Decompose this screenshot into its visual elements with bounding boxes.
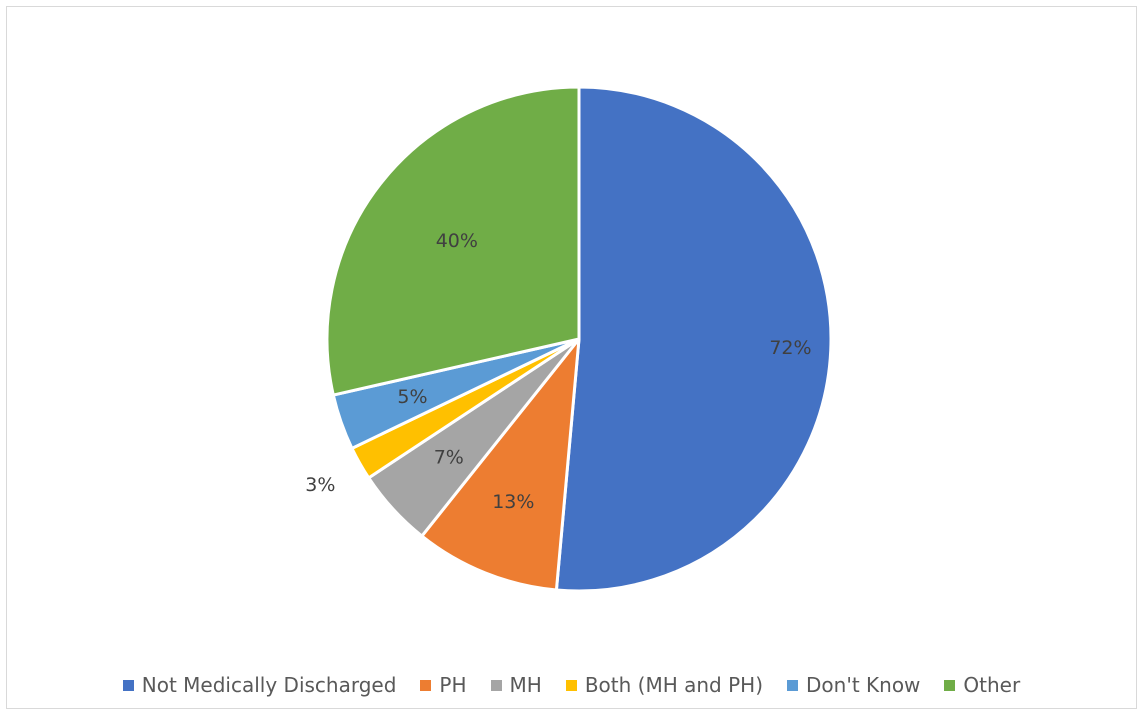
legend-item-mh: MH [490, 673, 542, 697]
legend-swatch [944, 679, 956, 691]
legend-item-both-mh-and-ph: Both (MH and PH) [565, 673, 764, 697]
pie-chart: 72% 13% 7% 3% 5% 40% [305, 85, 833, 593]
legend-label: Other [963, 673, 1021, 697]
legend-label: MH [509, 673, 542, 697]
legend-swatch [490, 679, 502, 691]
legend-label: Not Medically Discharged [141, 673, 397, 697]
data-label-ph: 13% [492, 491, 534, 513]
pie-slice-other [325, 85, 581, 397]
legend-item-ph: PH [420, 673, 467, 697]
legend-item-other: Other [944, 673, 1020, 697]
legend-swatch [122, 679, 134, 691]
legend-item-not-medically-discharged: Not Medically Discharged [122, 673, 397, 697]
chart-area: 72% 13% 7% 3% 5% 40% Not Medically Discharged… [6, 6, 1137, 709]
legend-swatch [787, 679, 799, 691]
data-label-mh: 7% [434, 447, 464, 469]
legend-item-don-t-know: Don't Know [787, 673, 920, 697]
pie-slice-ph [420, 337, 581, 592]
legend-label: Don't Know [806, 673, 921, 697]
legend-swatch [565, 679, 577, 691]
data-label-other: 40% [436, 230, 478, 252]
legend-swatch [420, 679, 432, 691]
data-label-not-medically-discharged: 72% [769, 337, 811, 359]
legend-label: PH [439, 673, 467, 697]
data-label-don-t-know: 5% [397, 386, 427, 408]
legend-label: Both (MH and PH) [584, 673, 764, 697]
data-label-both-mh-and-ph: 3% [305, 474, 335, 496]
pie-slice-not-medically-discharged [554, 85, 833, 593]
legend: Not Medically Discharged PH MH Both (MH and… [7, 673, 1136, 697]
